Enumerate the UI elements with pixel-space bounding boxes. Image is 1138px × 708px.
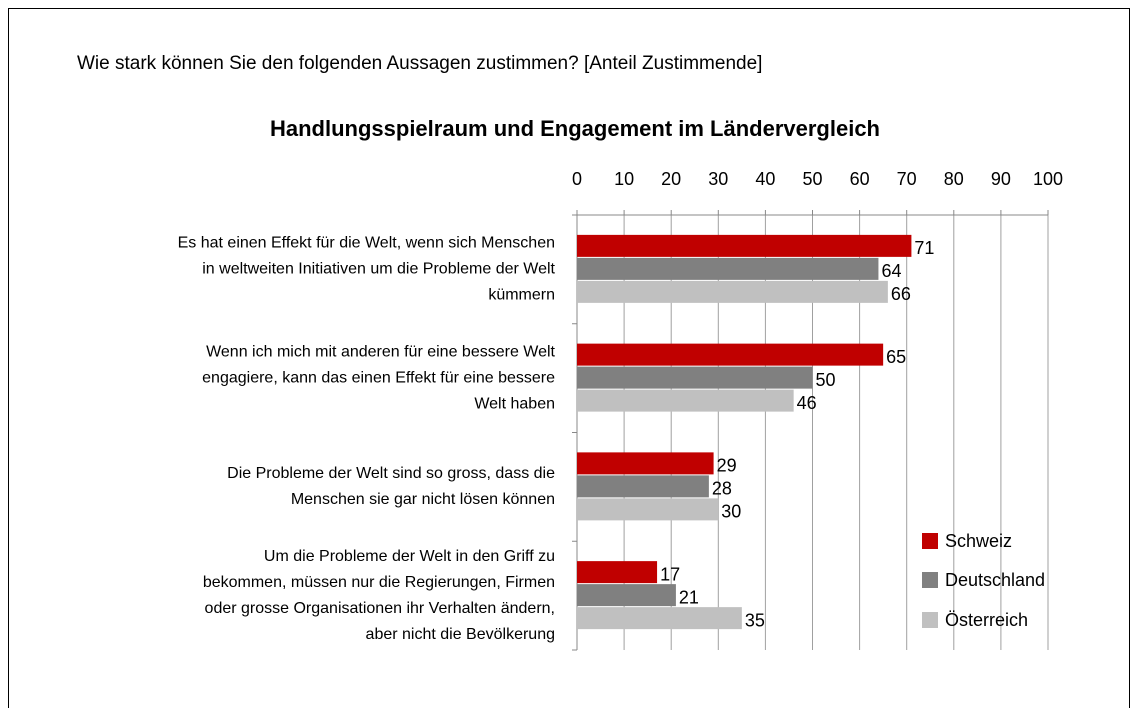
x-tick-label: 20 [661,169,681,189]
legend-label: Deutschland [945,570,1045,590]
category-label: Die Probleme der Welt sind so gross, das… [227,465,555,482]
value-label: 50 [816,370,836,390]
value-label: 17 [660,564,680,584]
value-label: 29 [717,456,737,476]
x-tick-label: 70 [897,169,917,189]
bar [577,561,658,584]
value-label: 64 [881,261,901,281]
legend-label: Schweiz [945,531,1012,551]
x-tick-label: 30 [708,169,728,189]
chart-title: Handlungsspielraum und Engagement im Län… [270,116,880,141]
x-tick-label: 100 [1033,169,1063,189]
value-label: 21 [679,587,699,607]
bar [577,366,813,389]
value-label: 65 [886,347,906,367]
legend-swatch [922,612,938,628]
category-label: Es hat einen Effekt für die Welt, wenn s… [178,235,555,252]
bar [577,280,888,303]
category-label: in weltweiten Initiativen um die Problem… [202,261,555,278]
bar [577,257,879,280]
frame [8,8,1130,708]
x-tick-label: 60 [850,169,870,189]
category-label: oder grosse Organisationen ihr Verhalten… [205,600,555,617]
bar [577,389,794,412]
bar [577,584,676,607]
category-label: Wenn ich mich mit anderen für eine besse… [206,343,555,360]
category-label: Menschen sie gar nicht lösen können [291,491,555,508]
legend-swatch [922,533,938,549]
x-tick-label: 0 [572,169,582,189]
x-tick-label: 10 [614,169,634,189]
category-label: kümmern [488,287,555,304]
bar [577,234,912,257]
bar [577,498,719,521]
x-tick-label: 50 [802,169,822,189]
bar [577,452,714,475]
x-tick-label: 40 [755,169,775,189]
value-label: 66 [891,284,911,304]
category-label: Welt haben [474,395,555,412]
legend-swatch [922,572,938,588]
x-tick-label: 90 [991,169,1011,189]
bar [577,607,742,630]
legend-label: Österreich [945,610,1028,630]
value-label: 46 [797,393,817,413]
category-label: aber nicht die Bevölkerung [366,626,555,643]
bar [577,343,884,366]
category-label: Um die Probleme der Welt in den Griff zu [264,548,555,565]
x-tick-label: 80 [944,169,964,189]
value-label: 28 [712,479,732,499]
category-label: engagiere, kann das einen Effekt für ein… [202,369,555,386]
value-label: 71 [914,238,934,258]
chart-subtitle: Wie stark können Sie den folgenden Aussa… [77,53,762,74]
bar [577,475,709,498]
category-label: bekommen, müssen nur die Regierungen, Fi… [203,574,555,591]
value-label: 35 [745,610,765,630]
value-label: 30 [721,502,741,522]
